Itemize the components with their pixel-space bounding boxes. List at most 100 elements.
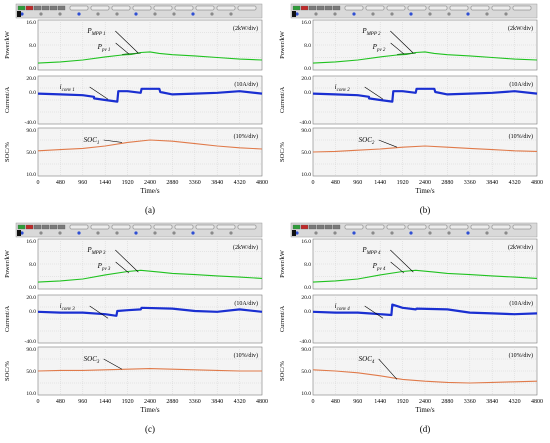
series-line xyxy=(312,145,538,153)
x-tick-label: 4800 xyxy=(256,399,268,405)
y-tick-label: 90.0 xyxy=(26,128,36,134)
series-line xyxy=(312,303,538,317)
chart-panel-b: 16.0 8.0 0.0 Power/kW (2kW/div) PMPP 2 Ppv 2 20… xyxy=(275,0,550,219)
y-axis-label: SOC/% xyxy=(4,141,11,161)
x-tick-label: 4320 xyxy=(234,399,246,405)
x-tick-label: 1920 xyxy=(122,180,134,186)
toolbar-icon xyxy=(96,231,100,235)
x-axis: 0 480 960 1440 1920 2400 2880 3360 3840 4320 4800 T… xyxy=(312,180,544,195)
y-tick-label: 10.0 xyxy=(301,172,311,178)
y-tick-label: 50.0 xyxy=(26,369,36,375)
y-tick-label: 8.0 xyxy=(304,43,311,49)
y-tick-label: 8.0 xyxy=(304,262,311,268)
annotation-label: PMPP 2 xyxy=(361,27,381,37)
toolbar-control xyxy=(69,224,89,230)
chart-a: 16.0 8.0 0.0 Power/kW (2kW/div) PMPP 1 Ppv 1 20… xyxy=(4,3,269,215)
toolbar-button xyxy=(49,5,58,11)
toolbar-control xyxy=(449,5,469,11)
toolbar-icon xyxy=(314,12,318,16)
toolbar-icon xyxy=(485,231,489,235)
chart-panel-a: 16.0 8.0 0.0 Power/kW (2kW/div) PMPP 1 Ppv 1 20… xyxy=(0,0,275,219)
y-tick-label: -40.0 xyxy=(300,339,312,345)
toolbar-icon xyxy=(390,231,394,235)
x-tick-label: 2880 xyxy=(166,399,178,405)
y-tick-label: -40.0 xyxy=(25,339,37,345)
x-tick-label: 0 xyxy=(312,399,315,405)
subplot-3: 90.0 50.0 10.0 SOC/% (10%/div) SOC4 xyxy=(279,346,538,397)
y-tick-label: 10.0 xyxy=(26,391,36,397)
y-tick-label: 0.0 xyxy=(29,66,36,72)
subplot-1: 16.0 8.0 0.0 Power/kW (2kW/div) PMPP 3 Ppv 3 xyxy=(4,238,263,291)
annotation-arrow xyxy=(378,358,398,380)
toolbar-control xyxy=(470,224,490,230)
toolbar-control xyxy=(428,224,448,230)
toolbar-icon xyxy=(504,12,508,16)
scale-label: (2kW/div) xyxy=(233,25,258,32)
toolbar-control xyxy=(386,224,406,230)
subplot-1: 16.0 8.0 0.0 Power/kW (2kW/div) PMPP 1 Ppv 1 xyxy=(4,19,263,72)
scope-toolbar xyxy=(290,222,538,238)
annotation-label: Ppv 3 xyxy=(97,262,111,272)
y-tick-label: 0.0 xyxy=(29,309,36,315)
annotation-label: PMPP 1 xyxy=(86,27,105,37)
annotation-arrow xyxy=(378,139,398,148)
toolbar-button xyxy=(300,224,309,230)
y-tick-label: 0.0 xyxy=(304,285,311,291)
annotation-label: SOC4 xyxy=(359,355,375,365)
series-line xyxy=(37,51,263,64)
y-axis-label: Power/kW xyxy=(279,249,286,278)
series-line xyxy=(312,87,538,103)
toolbar-button xyxy=(25,224,34,230)
y-tick-label: 0.0 xyxy=(304,309,311,315)
y-tick-label: 8.0 xyxy=(29,262,36,268)
x-tick-label: 3360 xyxy=(464,180,476,186)
panel-caption: (d) xyxy=(420,424,431,434)
toolbar-icon xyxy=(77,12,81,16)
toolbar-icon xyxy=(210,12,214,16)
y-tick-label: 50.0 xyxy=(26,150,36,156)
toolbar-icon xyxy=(371,12,375,16)
x-tick-label: 1440 xyxy=(99,399,111,405)
toolbar-control xyxy=(512,5,532,11)
x-tick-label: 1440 xyxy=(99,180,111,186)
subplot-3: 90.0 50.0 10.0 SOC/% (10%/div) SOC3 xyxy=(4,346,263,397)
scale-label: (10A/div) xyxy=(509,81,533,88)
toolbar-control xyxy=(365,5,385,11)
x-tick-label: 960 xyxy=(78,180,87,186)
y-tick-label: 50.0 xyxy=(301,150,311,156)
annotation-arrow xyxy=(115,42,130,55)
annotation-arrow xyxy=(390,42,405,55)
y-tick-label: 0.0 xyxy=(29,285,36,291)
subplot-3: 90.0 50.0 10.0 SOC/% (10%/div) SOC1 xyxy=(4,127,263,178)
y-axis-label: Power/kW xyxy=(4,249,11,278)
toolbar-indicator xyxy=(17,230,21,236)
toolbar-icon xyxy=(352,12,356,16)
toolbar-icon xyxy=(96,12,100,16)
toolbar-icon xyxy=(447,231,451,235)
y-axis-label: SOC/% xyxy=(4,360,11,380)
toolbar-icon xyxy=(409,231,413,235)
annotation-arrow xyxy=(115,30,139,54)
x-tick-label: 4320 xyxy=(234,180,246,186)
x-tick-label: 3840 xyxy=(211,180,223,186)
toolbar-icon xyxy=(20,231,24,235)
toolbar-control xyxy=(195,5,215,11)
subplot-1: 16.0 8.0 0.0 Power/kW (2kW/div) PMPP 2 Ppv 2 xyxy=(279,19,538,72)
toolbar-icon xyxy=(134,231,138,235)
toolbar-button xyxy=(332,224,341,230)
x-axis-label: Time/s xyxy=(140,406,159,414)
annotation-arrow xyxy=(364,86,384,100)
y-tick-label: 0.0 xyxy=(29,90,36,96)
toolbar-icon xyxy=(390,12,394,16)
annotation-arrow xyxy=(89,86,109,100)
series-line xyxy=(312,51,538,64)
toolbar-icon xyxy=(153,231,157,235)
toolbar-icon xyxy=(447,12,451,16)
y-tick-label: 0.0 xyxy=(304,90,311,96)
annotation-arrow xyxy=(115,249,139,273)
toolbar-button xyxy=(57,5,66,11)
toolbar-control xyxy=(69,5,89,11)
y-tick-label: 20.0 xyxy=(26,76,36,82)
toolbar-control xyxy=(90,5,110,11)
x-axis: 0 480 960 1440 1920 2400 2880 3360 3840 4320 4800 T… xyxy=(37,180,269,195)
